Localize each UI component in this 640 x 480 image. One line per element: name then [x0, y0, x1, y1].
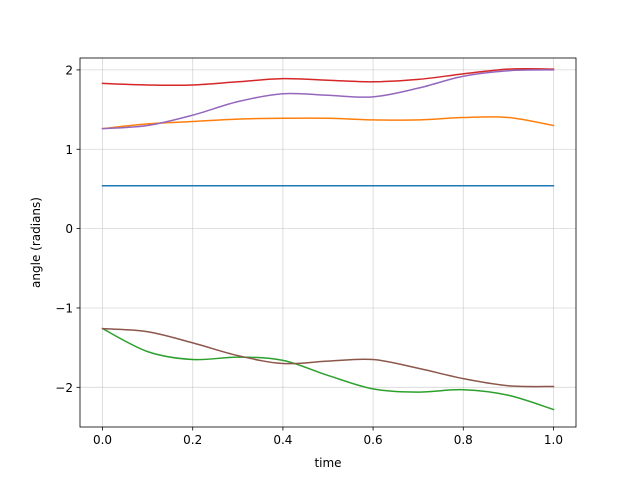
series-line-3 [101, 327, 555, 411]
series-line-6 [101, 327, 555, 388]
y-tick-label: 0 [65, 222, 73, 236]
x-tick-label: 0.8 [454, 433, 473, 447]
y-tick-label: −2 [55, 381, 73, 395]
x-tick-label: 0.0 [93, 433, 112, 447]
series-line-2 [101, 116, 555, 130]
plot-frame [79, 57, 577, 428]
x-tick-label: 0.6 [364, 433, 383, 447]
y-tick-label: −1 [55, 301, 73, 315]
y-tick-label: 1 [65, 143, 73, 157]
series-line-5 [101, 69, 555, 130]
x-tick-label: 0.2 [183, 433, 202, 447]
x-axis-label: time [314, 456, 341, 470]
series-layer [101, 68, 555, 411]
tick-layer: 0.0 0.2 0.4 0.6 0.8 1.0 −2 −1 0 1 2 [55, 63, 563, 447]
x-tick-label: 0.4 [273, 433, 292, 447]
y-axis-label: angle (radians) [29, 197, 43, 288]
grid [80, 58, 576, 427]
series-line-4 [101, 68, 555, 87]
x-tick-label: 1.0 [544, 433, 563, 447]
y-tick-label: 2 [65, 63, 73, 77]
